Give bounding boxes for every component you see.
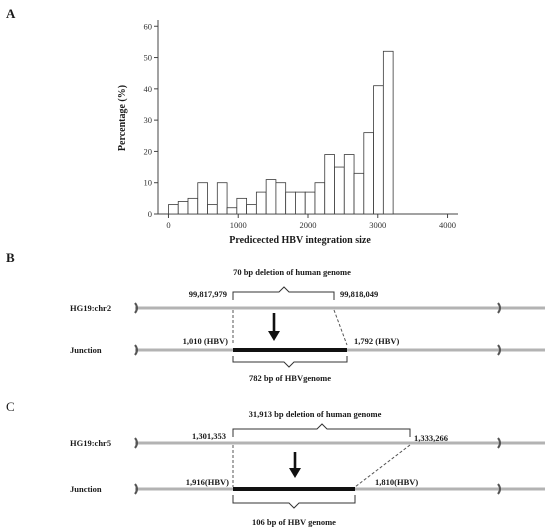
histogram-bar-20 bbox=[363, 132, 374, 215]
panel-b-diagram: 70 bp deletion of human genome HG19:chr2… bbox=[70, 267, 545, 383]
histogram-bar-22 bbox=[382, 50, 394, 215]
panel-c-top-right-break-mark bbox=[497, 437, 501, 449]
x-tick-label: 0 bbox=[166, 220, 170, 230]
y-tick-label: 0 bbox=[148, 209, 152, 219]
panel-c-right-dashed-connector bbox=[354, 444, 411, 488]
panel-b-right-hbv-position: 1,792 (HBV) bbox=[354, 336, 400, 346]
y-tick-label: 40 bbox=[144, 84, 153, 94]
panel-label-b: B bbox=[6, 250, 15, 265]
panel-c-deletion-label: 31,913 bp deletion of human genome bbox=[249, 409, 382, 419]
panel-label-c: C bbox=[6, 399, 15, 414]
histogram-bar-9 bbox=[255, 191, 267, 215]
histogram-bar-1 bbox=[177, 201, 189, 215]
histogram-bar-17 bbox=[334, 166, 345, 215]
panel-b-arrow-head bbox=[268, 331, 280, 341]
panel-c-left-hbv-position: 1,916(HBV) bbox=[186, 477, 229, 487]
panel-b-bottom-left-break-mark bbox=[134, 344, 138, 356]
x-tick-label: 1000 bbox=[230, 220, 247, 230]
x-tick-label: 3000 bbox=[369, 220, 386, 230]
y-tick-label: 30 bbox=[144, 115, 153, 125]
panel-c-insert-bracket bbox=[232, 495, 356, 509]
x-tick-label: 4000 bbox=[439, 220, 456, 230]
x-axis-title: Predicected HBV integration size bbox=[229, 235, 371, 246]
y-tick-label: 20 bbox=[144, 146, 153, 156]
y-tick-label: 60 bbox=[144, 21, 153, 31]
panel-c-bottom-right-break-mark bbox=[497, 483, 501, 495]
panel-c-insert-label: 106 bp of HBV genome bbox=[252, 517, 336, 527]
histogram-bar-15 bbox=[314, 182, 326, 215]
histogram-bar-2 bbox=[187, 197, 199, 215]
panel-c-bottom-left-break-mark bbox=[134, 483, 138, 495]
x-ticks: 0 1000 2000 3000 4000 bbox=[166, 214, 456, 230]
histogram-bar-6 bbox=[226, 207, 238, 215]
panel-b-deletion-bracket bbox=[232, 286, 335, 300]
histogram-bar-18 bbox=[343, 154, 355, 215]
panel-b-top-row-label: HG19:chr2 bbox=[70, 303, 111, 313]
bars bbox=[168, 50, 394, 215]
panel-c-top-left-break-mark bbox=[134, 437, 138, 449]
panel-c-left-coordinate: 1,301,353 bbox=[192, 431, 226, 441]
panel-c-right-hbv-position: 1,810(HBV) bbox=[375, 477, 418, 487]
y-axis-title: Percentage (%) bbox=[117, 85, 128, 151]
panel-b-left-coordinate: 99,817,979 bbox=[189, 289, 227, 299]
panel-b-bottom-right-break-mark bbox=[497, 344, 501, 356]
histogram-bar-13 bbox=[295, 191, 306, 215]
panel-c-top-row-label: HG19:chr5 bbox=[70, 438, 111, 448]
histogram-bar-14 bbox=[304, 191, 316, 215]
panel-b-left-hbv-position: 1,010 (HBV) bbox=[183, 336, 229, 346]
y-tick-label: 10 bbox=[144, 178, 153, 188]
panel-label-a: A bbox=[6, 6, 16, 21]
histogram: 0 10 20 30 40 50 60 0 1000 2000 3000 4000 bbox=[144, 20, 458, 230]
panel-b-top-right-break-mark bbox=[497, 302, 501, 314]
panel-b-insert-bracket bbox=[232, 356, 348, 368]
panel-c-deletion-bracket bbox=[232, 423, 411, 437]
histogram-bar-21 bbox=[373, 85, 384, 215]
histogram-bar-10 bbox=[265, 179, 277, 215]
histogram-bar-5 bbox=[216, 182, 228, 215]
histogram-bar-7 bbox=[236, 197, 248, 215]
histogram-bar-8 bbox=[246, 204, 257, 215]
histogram-bar-11 bbox=[275, 182, 287, 215]
panel-b-right-coordinate: 99,818,049 bbox=[340, 289, 378, 299]
panel-b-right-dashed-connector bbox=[333, 309, 348, 346]
panel-b-bottom-row-label: Junction bbox=[70, 345, 102, 355]
histogram-bar-12 bbox=[285, 191, 296, 215]
y-ticks: 0 10 20 30 40 50 60 bbox=[144, 21, 158, 219]
histogram-bar-19 bbox=[353, 172, 365, 215]
x-tick-label: 2000 bbox=[300, 220, 317, 230]
histogram-bar-3 bbox=[197, 182, 208, 215]
panel-c-arrow-head bbox=[289, 468, 301, 478]
panel-b-top-left-break-mark bbox=[134, 302, 138, 314]
panel-c-diagram: 31,913 bp deletion of human genome HG19:… bbox=[70, 409, 545, 527]
histogram-bar-16 bbox=[324, 154, 335, 215]
panel-b-deletion-label: 70 bp deletion of human genome bbox=[233, 267, 351, 277]
panel-c-right-coordinate: 1,333,266 bbox=[414, 433, 448, 443]
panel-b-insert-label: 782 bp of HBVgenome bbox=[249, 373, 331, 383]
histogram-bar-0 bbox=[168, 204, 179, 215]
y-tick-label: 50 bbox=[144, 53, 153, 63]
panel-c-bottom-row-label: Junction bbox=[70, 484, 102, 494]
histogram-bar-4 bbox=[207, 204, 218, 215]
